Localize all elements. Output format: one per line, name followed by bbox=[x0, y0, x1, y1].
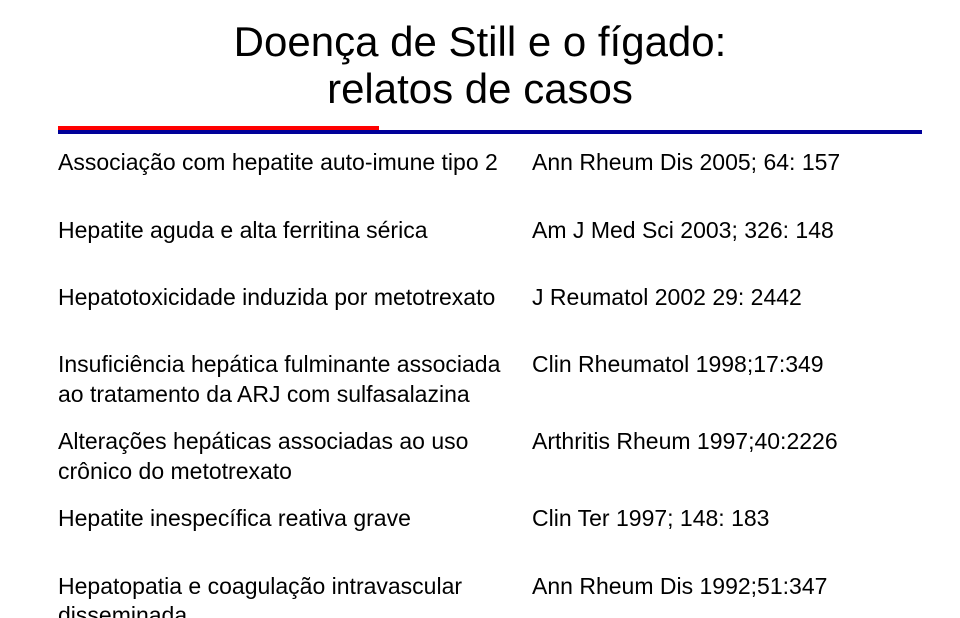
row-right: Clin Rheumatol 1998;17:349 bbox=[524, 350, 902, 409]
slide: Doença de Still e o fígado: relatos de c… bbox=[0, 0, 960, 618]
table-row: Hepatite inespecífica reativa grave Clin… bbox=[58, 504, 902, 533]
slide-title: Doença de Still e o fígado: relatos de c… bbox=[58, 18, 902, 112]
table-row: Insuficiência hepática fulminante associ… bbox=[58, 350, 902, 409]
row-right: J Reumatol 2002 29: 2442 bbox=[524, 283, 902, 312]
row-spacer bbox=[58, 486, 902, 504]
row-spacer bbox=[58, 409, 902, 427]
row-left: Alterações hepáticas associadas ao uso c… bbox=[58, 427, 524, 486]
table-row: Hepatopatia e coagulação intravascular d… bbox=[58, 572, 902, 618]
row-left: Hepatite aguda e alta ferritina sérica bbox=[58, 216, 524, 245]
content-table: Associação com hepatite auto-imune tipo … bbox=[58, 148, 902, 618]
table-row: Associação com hepatite auto-imune tipo … bbox=[58, 148, 902, 177]
title-line-1: Doença de Still e o fígado: bbox=[234, 18, 727, 65]
row-left: Hepatite inespecífica reativa grave bbox=[58, 504, 524, 533]
row-right: Ann Rheum Dis 2005; 64: 157 bbox=[524, 148, 902, 177]
row-left: Hepatotoxicidade induzida por metotrexat… bbox=[58, 283, 524, 312]
row-left: Associação com hepatite auto-imune tipo … bbox=[58, 148, 524, 177]
row-spacer bbox=[58, 534, 902, 572]
rule-blue bbox=[58, 130, 922, 134]
table-row: Hepatite aguda e alta ferritina sérica A… bbox=[58, 216, 902, 245]
title-rule bbox=[58, 126, 902, 134]
row-spacer bbox=[58, 178, 902, 216]
row-right: Clin Ter 1997; 148: 183 bbox=[524, 504, 902, 533]
row-right: Am J Med Sci 2003; 326: 148 bbox=[524, 216, 902, 245]
title-line-2: relatos de casos bbox=[327, 65, 633, 112]
table-row: Alterações hepáticas associadas ao uso c… bbox=[58, 427, 902, 486]
row-left: Insuficiência hepática fulminante associ… bbox=[58, 350, 524, 409]
row-right: Arthritis Rheum 1997;40:2226 bbox=[524, 427, 902, 486]
row-right: Ann Rheum Dis 1992;51:347 bbox=[524, 572, 902, 618]
row-spacer bbox=[58, 245, 902, 283]
table-row: Hepatotoxicidade induzida por metotrexat… bbox=[58, 283, 902, 312]
row-spacer bbox=[58, 312, 902, 350]
row-left: Hepatopatia e coagulação intravascular d… bbox=[58, 572, 524, 618]
